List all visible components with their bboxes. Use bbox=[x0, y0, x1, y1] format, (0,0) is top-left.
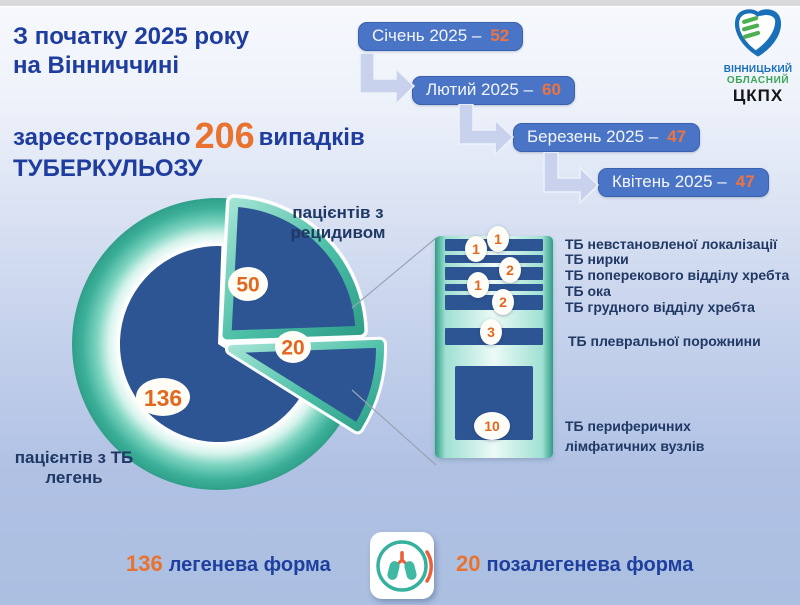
pie-label-recurrence: пацієнтів з рецидивом bbox=[290, 203, 386, 242]
pie-chart: 50 20 136 bbox=[72, 194, 387, 490]
elbow-arrow-icon bbox=[458, 104, 515, 156]
extrapulmonary-form-text: 20 позалегенева форма bbox=[456, 551, 693, 577]
pie-slice-20 bbox=[225, 336, 387, 435]
month-value: 60 bbox=[542, 80, 561, 99]
breakdown-label: ТБ грудного відділу хребта bbox=[565, 299, 755, 315]
logo-text-line1: ВІННИЦЬКИЙ bbox=[723, 64, 793, 75]
pie-value-badge-20: 20 bbox=[275, 331, 311, 363]
svg-text:20: 20 bbox=[281, 337, 304, 360]
stack-value-badge: 1 bbox=[467, 272, 489, 298]
lungs-icon bbox=[376, 540, 433, 592]
breakdown-label: ТБ периферичних лімфатичних вузлів bbox=[565, 418, 705, 454]
elbow-arrow-icon bbox=[543, 152, 600, 204]
pie-value-badge-136: 136 bbox=[136, 378, 190, 416]
window-top-strip bbox=[0, 0, 800, 7]
bar-row bbox=[445, 267, 543, 280]
breakdown-label: ТБ ока bbox=[565, 283, 611, 299]
svg-text:136: 136 bbox=[144, 385, 182, 411]
registered-suffix: випадків bbox=[258, 124, 365, 151]
stack-value-badge: 1 bbox=[487, 226, 509, 252]
pie-slice-50 bbox=[219, 194, 368, 343]
elbow-arrow-icon bbox=[359, 53, 416, 105]
logo-text-line3: ЦКПХ bbox=[732, 86, 784, 105]
month-box-february: Лютий 2025 – 60 bbox=[412, 76, 575, 105]
stack-value-badge: 2 bbox=[492, 289, 514, 315]
registered-line1: зареєстровано 206 випадків bbox=[13, 118, 365, 154]
logo-text-line2: ОБЛАСНИЙ bbox=[726, 75, 790, 86]
title-line2: на Вінниччині bbox=[13, 52, 180, 79]
svg-text:50: 50 bbox=[236, 274, 259, 297]
organization-logo: ВІННИЦЬКИЙ ОБЛАСНИЙ ЦКПХ bbox=[712, 8, 800, 106]
pie-value-badge-50: 50 bbox=[228, 267, 268, 301]
title-line1: З початку 2025 року bbox=[13, 23, 250, 50]
breakdown-label: ТБ невстановленої локалізації bbox=[565, 236, 778, 252]
breakdown-label: ТБ плевральної порожнини bbox=[568, 333, 761, 349]
pulmonary-form-value: 136 bbox=[126, 551, 163, 576]
pulmonary-form-label: легенева форма bbox=[168, 554, 331, 576]
breakdown-label: ТБ нирки bbox=[565, 251, 629, 267]
month-box-april: Квітень 2025 – 47 bbox=[598, 168, 769, 197]
bar-row bbox=[445, 284, 543, 291]
month-label: Березень 2025 – bbox=[527, 127, 659, 146]
pie-label-pulmonary: пацієнтів з ТБ легень bbox=[14, 448, 134, 487]
registered-cases-text: зареєстровано 206 випадків ТУБЕРКУЛЬОЗУ bbox=[13, 118, 365, 184]
month-box-march: Березень 2025 – 47 bbox=[513, 123, 701, 152]
breakdown-label: ТБ поперекового відділу хребта bbox=[565, 267, 790, 283]
month-box-january: Січень 2025 – 52 bbox=[358, 22, 524, 51]
month-label: Січень 2025 – bbox=[372, 26, 482, 45]
shield-logo-icon bbox=[734, 9, 782, 57]
stack-value-badge: 10 bbox=[474, 412, 510, 440]
lungs-icon-card bbox=[370, 532, 434, 599]
disease-name: ТУБЕРКУЛЬОЗУ bbox=[13, 155, 203, 182]
month-value: 47 bbox=[667, 127, 687, 146]
month-label: Лютий 2025 – bbox=[426, 80, 534, 99]
pulmonary-form-text: 136 легенева форма bbox=[126, 551, 331, 577]
page-title: З початку 2025 року на Вінниччині bbox=[13, 22, 249, 80]
total-cases-value: 206 bbox=[194, 115, 255, 156]
stack-value-badge: 3 bbox=[480, 319, 502, 345]
extrapulmonary-form-label: позалегенева форма bbox=[486, 554, 694, 576]
callout-connector-lines bbox=[351, 237, 437, 466]
stack-value-badge: 2 bbox=[499, 257, 521, 283]
extrapulmonary-form-value: 20 bbox=[456, 551, 481, 576]
bar-row bbox=[445, 255, 543, 263]
stack-value-badge: 1 bbox=[465, 236, 487, 262]
month-value: 47 bbox=[735, 172, 755, 191]
month-label: Квітень 2025 – bbox=[612, 172, 727, 191]
registered-prefix: зареєстровано bbox=[13, 124, 191, 151]
month-value: 52 bbox=[490, 26, 510, 45]
